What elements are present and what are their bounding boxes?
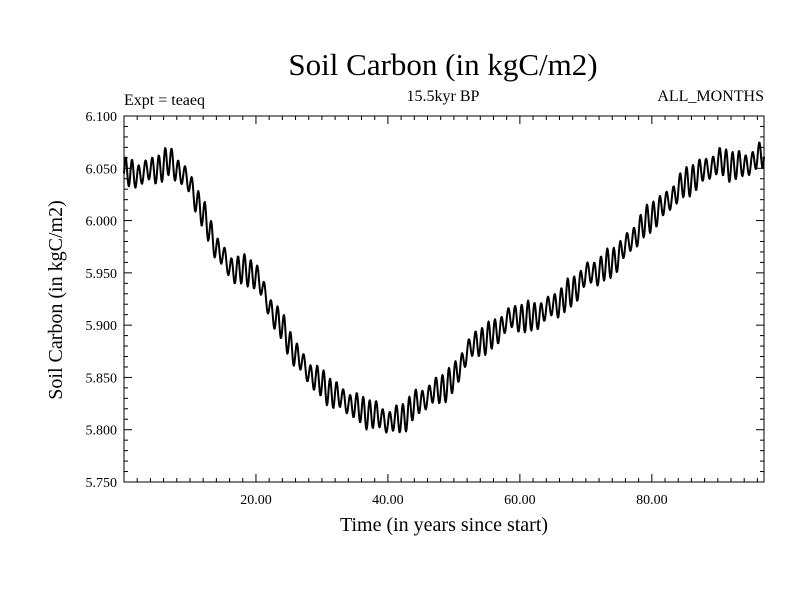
chart-subtitle: 15.5kyr BP <box>407 88 480 105</box>
y-tick-label: 5.800 <box>86 424 118 439</box>
experiment-note: Expt = teaeq <box>124 92 205 109</box>
x-axis-label: Time (in years since start) <box>340 514 548 536</box>
minor-ticks <box>124 116 764 482</box>
x-tick-label: 20.00 <box>240 493 272 508</box>
months-note: ALL_MONTHS <box>657 88 764 105</box>
y-tick-label: 5.900 <box>86 319 118 334</box>
y-tick-label: 5.750 <box>86 476 118 491</box>
y-tick-label: 5.850 <box>86 371 118 386</box>
x-axis: 20.00 40.00 60.00 80.00 <box>240 116 668 508</box>
chart-title: Soil Carbon (in kgC/m2) <box>288 47 597 82</box>
y-tick-label: 5.950 <box>86 267 118 282</box>
y-axis-label: Soil Carbon (in kgC/m2) <box>45 200 67 399</box>
y-tick-label: 6.050 <box>86 162 118 177</box>
y-axis: 5.750 5.800 5.850 5.900 5.950 6.000 6.050 6.100 <box>86 110 764 491</box>
plot-frame <box>123 115 765 483</box>
series-line-soil-carbon <box>123 141 765 434</box>
x-tick-label: 80.00 <box>636 493 668 508</box>
x-tick-label: 60.00 <box>504 493 536 508</box>
y-tick-label: 6.000 <box>86 215 118 230</box>
y-tick-label: 6.100 <box>86 110 118 125</box>
x-tick-label: 40.00 <box>372 493 404 508</box>
